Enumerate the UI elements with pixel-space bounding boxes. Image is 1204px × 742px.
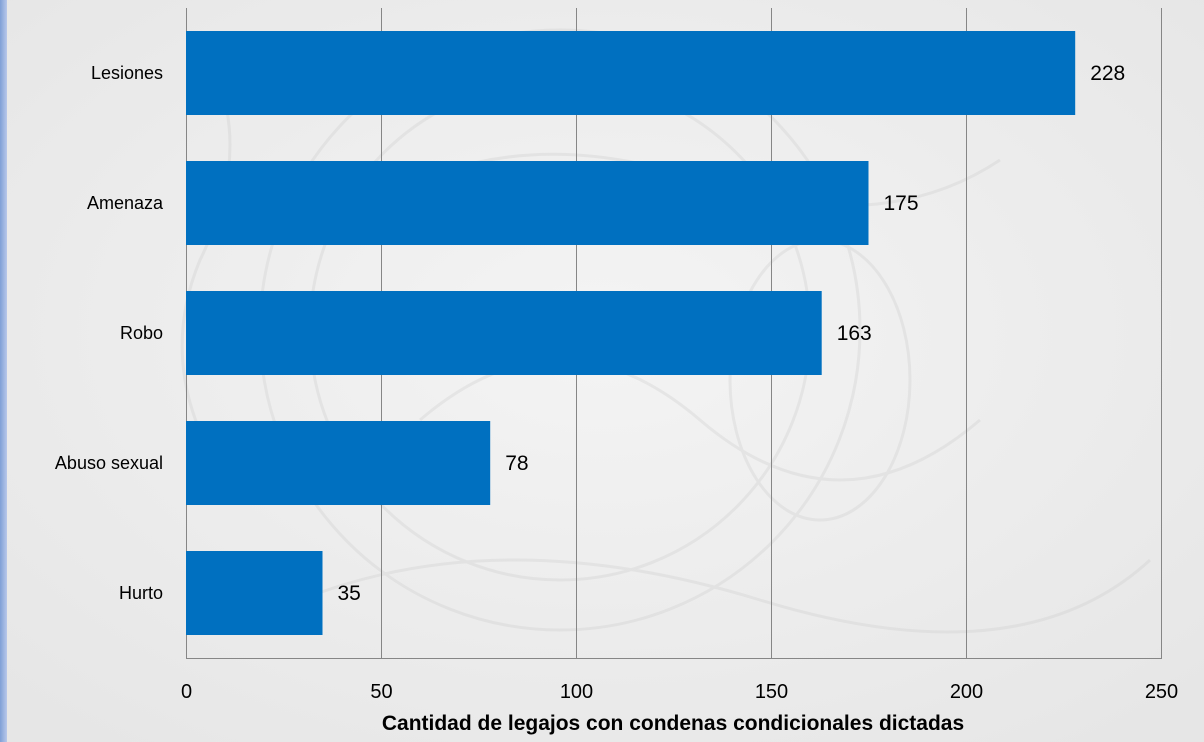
data-label: 35 — [338, 582, 361, 605]
bar-hurto — [186, 551, 323, 635]
x-tick-label: 200 — [950, 681, 983, 703]
x-tick-label: 250 — [1145, 681, 1178, 703]
x-axis-ticks: 0 50 100 150 200 250 — [181, 681, 1178, 703]
category-label: Robo — [120, 323, 163, 343]
data-labels: 228 175 163 78 35 — [338, 62, 1126, 605]
category-label: Lesiones — [91, 63, 163, 83]
category-label: Hurto — [119, 583, 163, 603]
x-axis-title: Cantidad de legajos con condenas condici… — [382, 712, 964, 735]
data-label: 175 — [884, 192, 919, 215]
data-label: 78 — [505, 452, 528, 475]
left-accent-bar — [0, 0, 7, 742]
x-tick-label: 150 — [755, 681, 788, 703]
bar-lesiones — [186, 31, 1076, 115]
category-label: Amenaza — [87, 193, 164, 213]
bar-abuso-sexual — [186, 421, 491, 505]
x-tick-label: 0 — [181, 681, 192, 703]
category-labels: Lesiones Amenaza Robo Abuso sexual Hurto — [55, 63, 164, 603]
x-tick-label: 100 — [560, 681, 593, 703]
bars — [186, 31, 1076, 635]
bar-amenaza — [186, 161, 869, 245]
data-label: 228 — [1090, 62, 1125, 85]
data-label: 163 — [837, 322, 872, 345]
bar-robo — [186, 291, 822, 375]
category-label: Abuso sexual — [55, 453, 163, 473]
x-tick-label: 50 — [370, 681, 392, 703]
